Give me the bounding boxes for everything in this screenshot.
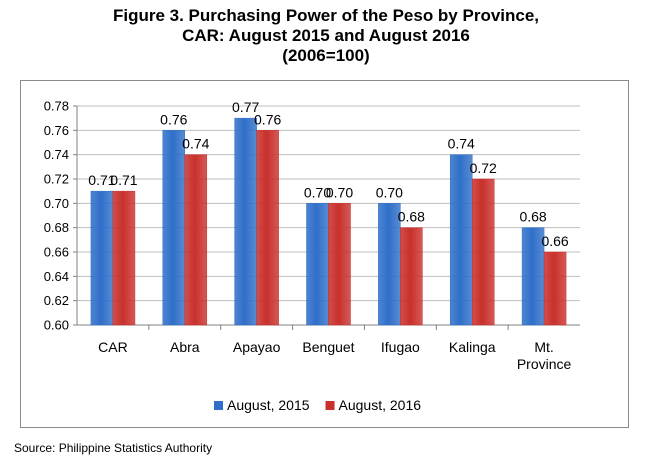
x-tick-label: Abra (170, 339, 200, 355)
bar-2015 (306, 203, 329, 326)
chart-title: Figure 3. Purchasing Power of the Peso b… (0, 6, 652, 66)
x-tick-label: Benguet (302, 339, 354, 355)
bar-2015 (90, 190, 114, 326)
bar-2016 (328, 203, 351, 326)
y-tick-label: 0.72 (44, 172, 69, 187)
y-tick-label: 0.78 (44, 99, 69, 114)
data-label: 0.74 (448, 136, 475, 152)
data-label: 0.66 (541, 233, 568, 249)
bar-2016 (471, 178, 495, 326)
data-label: 0.70 (304, 184, 331, 200)
title-line-2: CAR: August 2015 and August 2016 (182, 26, 470, 45)
y-tick-label: 0.70 (44, 196, 69, 211)
bar-2016 (543, 251, 567, 326)
bar-2015 (449, 154, 473, 326)
data-label: 0.70 (326, 184, 353, 200)
x-tick-label: Ifugao (381, 339, 420, 355)
y-tick-label: 0.60 (44, 318, 69, 333)
y-tick-label: 0.64 (44, 269, 69, 284)
y-tick-label: 0.68 (44, 220, 69, 235)
title-line-3: (2006=100) (282, 46, 370, 65)
source-note: Source: Philippine Statistics Authority (14, 441, 213, 455)
y-tick-label: 0.62 (44, 293, 69, 308)
data-label: 0.71 (110, 172, 137, 188)
x-tick-label: Apayao (233, 339, 281, 355)
data-label: 0.76 (254, 111, 281, 127)
bar-2016 (400, 227, 423, 326)
data-label: 0.70 (376, 184, 403, 200)
x-tick-label: CAR (98, 339, 128, 355)
data-label: 0.77 (232, 99, 259, 115)
data-label: 0.76 (160, 111, 187, 127)
data-label: 0.68 (519, 209, 546, 225)
legend-label: August, 2015 (227, 397, 310, 413)
bar-2016 (112, 190, 136, 326)
x-tick-label: Province (517, 356, 572, 372)
bar-2015 (162, 130, 186, 326)
data-label: 0.74 (182, 136, 209, 152)
y-tick-label: 0.76 (44, 123, 69, 138)
bar-2015 (234, 117, 257, 326)
data-label: 0.72 (470, 160, 497, 176)
bar-2016 (256, 130, 279, 326)
chart-frame (20, 80, 629, 428)
x-tick-label: Kalinga (449, 339, 496, 355)
x-tick-label: Mt. (534, 339, 553, 355)
bar-2016 (184, 154, 208, 326)
legend-label: August, 2016 (339, 397, 422, 413)
data-label: 0.71 (88, 172, 115, 188)
y-tick-label: 0.74 (44, 147, 69, 162)
title-line-1: Figure 3. Purchasing Power of the Peso b… (112, 6, 540, 25)
y-tick-label: 0.66 (44, 245, 69, 260)
legend-swatch-2015 (214, 401, 223, 410)
data-label: 0.68 (398, 209, 425, 225)
legend-swatch-2016 (325, 401, 335, 410)
